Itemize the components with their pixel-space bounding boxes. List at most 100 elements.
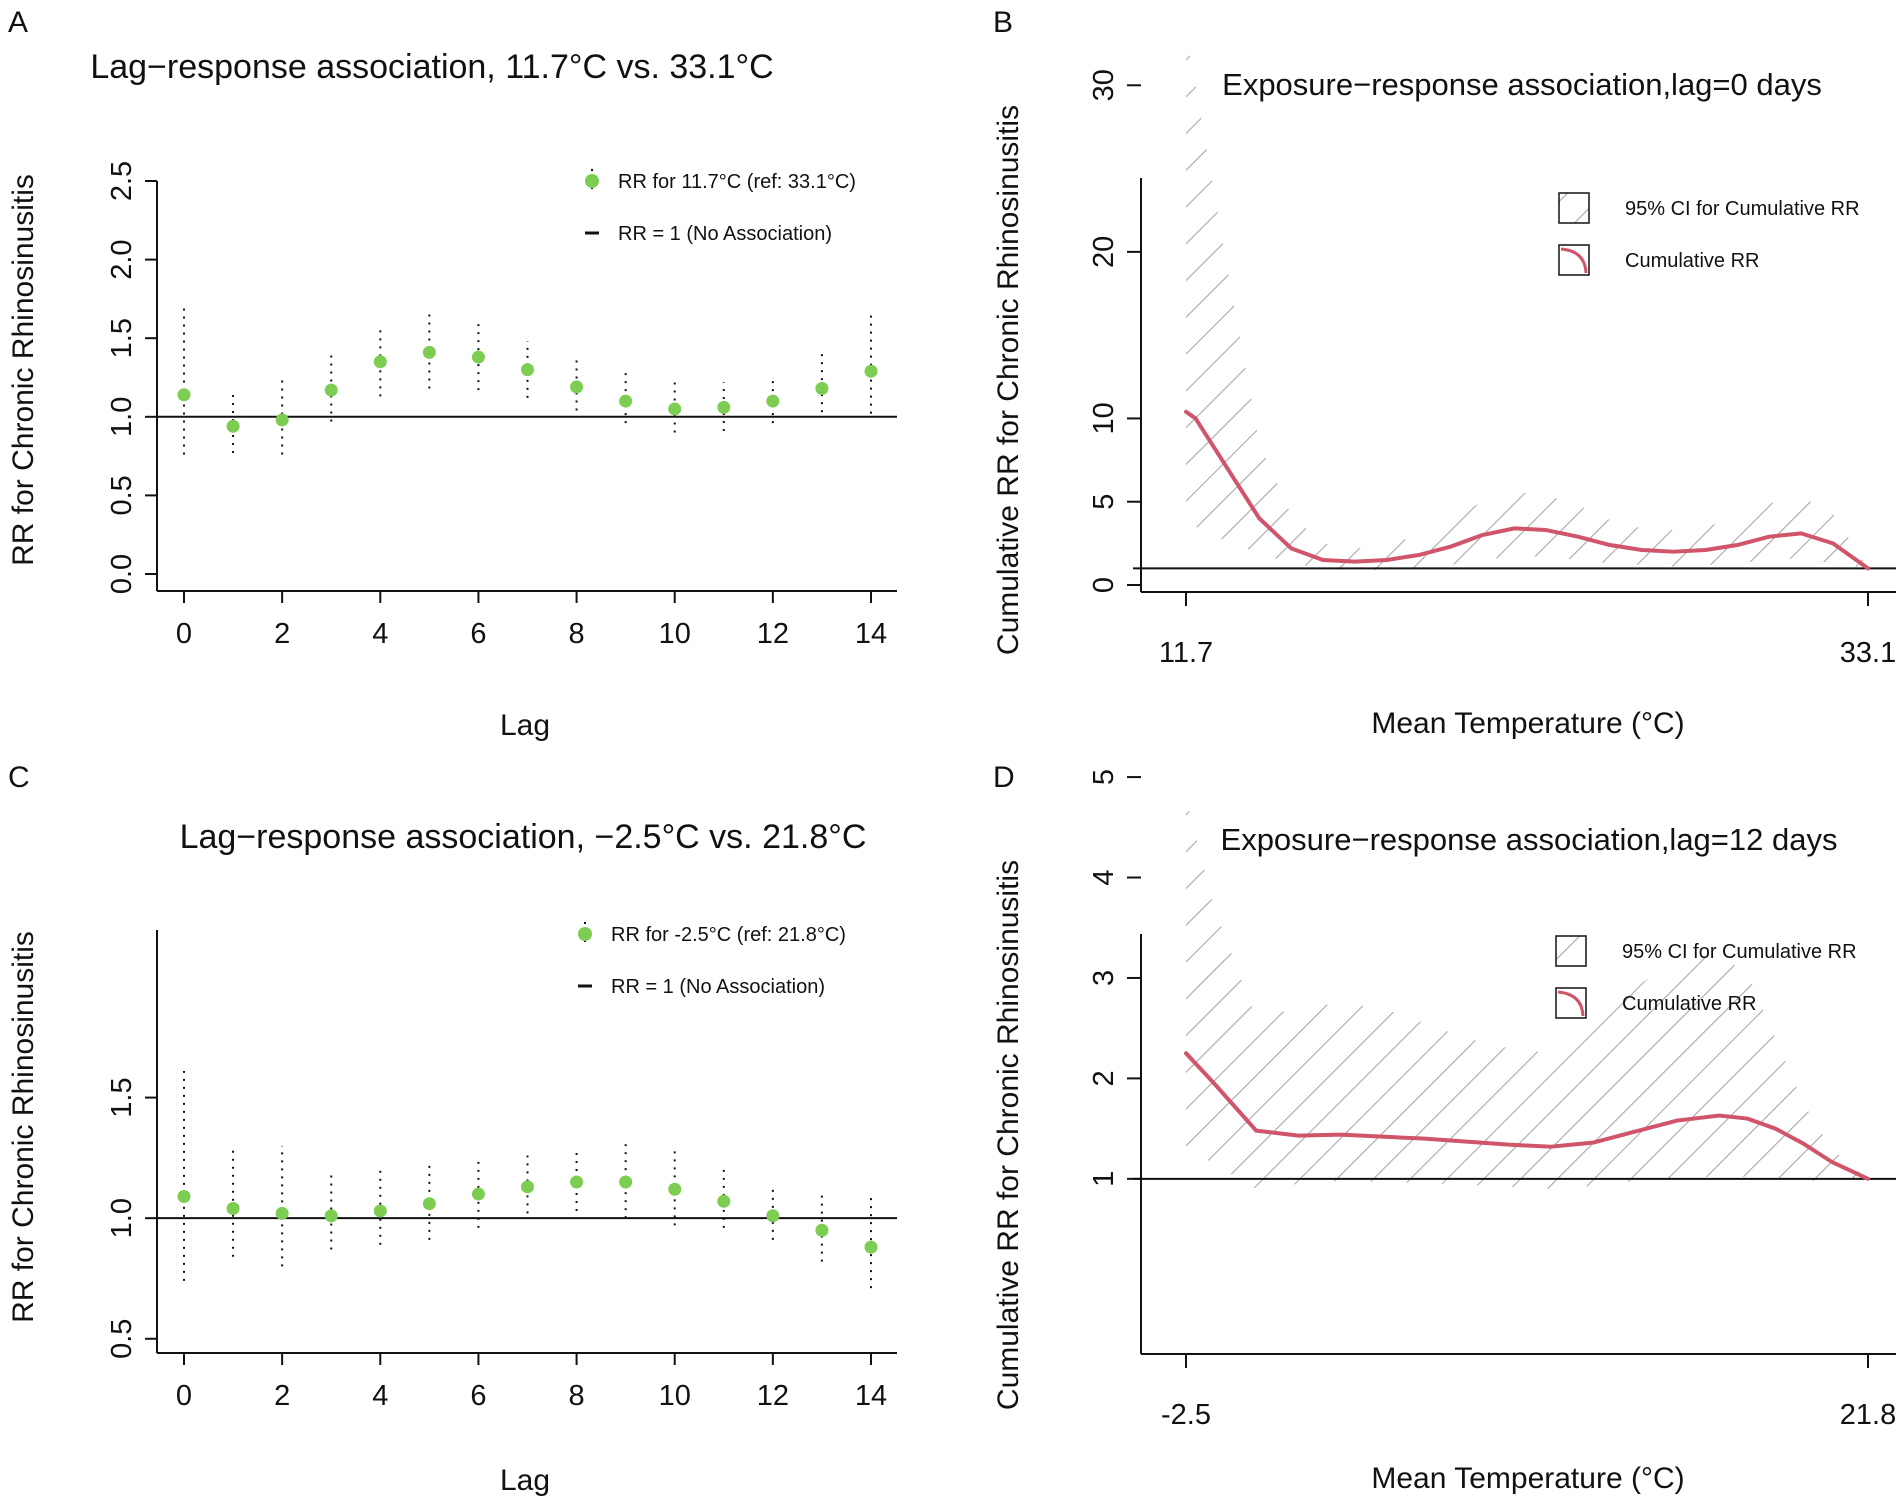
chart-b-svg: B Exposure−response association,lag=0 da… [992,6,1896,740]
chart-c-rr-point [177,1189,191,1203]
chart-b-y-tick-label: 0 [1088,577,1120,593]
chart-d-title: Exposure−response association,lag=12 day… [1221,822,1838,857]
chart-b-x-tick-label: 11.7 [1159,637,1213,669]
chart-c-title: Lag−response association, −2.5°C vs. 21.… [180,818,867,856]
chart-c-y-tick-label: 0.5 [106,1319,138,1359]
chart-b-ylabel: Cumulative RR for Chronic Rhinosinusitis [992,105,1025,655]
chart-c-rr-point [324,1209,338,1223]
chart-a-x-tick-label: 2 [274,618,290,650]
chart-c-x-tick-label: 8 [569,1380,585,1412]
chart-c-rr-point [226,1202,240,1216]
chart-a-x-tick-label: 6 [470,618,486,650]
chart-c-legend-label-ref: RR = 1 (No Association) [611,976,825,998]
chart-d-legend-rr-symbol [1557,990,1585,1017]
chart-a-y-tick-label: 1.5 [106,318,138,358]
chart-a-xlabel: Lag [500,709,550,742]
chart-b-title: Exposure−response association,lag=0 days [1222,67,1822,102]
chart-a-svg: A Lag−response association, 11.7°C vs. 3… [7,6,897,742]
chart-b-y-tick-label: 5 [1088,494,1120,510]
panel-label-c: C [8,761,30,794]
chart-a-y-tick-label: 0.0 [106,554,138,594]
chart-d-y-tick-label: 4 [1088,869,1120,885]
chart-c-svg: C Lag−response association, −2.5°C vs. 2… [7,761,897,1497]
chart-c-legend-point-symbol [578,927,592,941]
chart-d-legend-rr-box [1555,987,1587,1019]
chart-c-rr-point [471,1187,485,1201]
chart-c-rr-point [864,1240,878,1254]
chart-a-title: Lag−response association, 11.7°C vs. 33.… [90,48,773,86]
panel-label-b: B [993,6,1013,39]
chart-b-y-tick-label: 10 [1088,402,1120,434]
chart-a-x-tick-label: 4 [372,618,388,650]
chart-a-y-tick-label: 2.0 [106,239,138,279]
chart-b-legend-rr-box [1558,244,1590,276]
chart-c-x-tick-label: 0 [176,1380,192,1412]
chart-a-rr-point [619,394,633,408]
panel-a: A Lag−response association, 11.7°C vs. 3… [0,0,951,755]
chart-d-legend-label-ci: 95% CI for Cumulative RR [1622,941,1857,963]
chart-d-svg: D Exposure−response association,lag=12 d… [992,761,1896,1495]
chart-d-xlabel: Mean Temperature (°C) [1371,1462,1684,1495]
chart-a-rr-point [521,363,534,377]
chart-b-y-tick-label: 20 [1088,236,1120,268]
chart-b-y-tick-label: 30 [1088,69,1120,101]
chart-a-rr-point [422,345,436,359]
chart-c-xlabel: Lag [500,1464,550,1497]
chart-a-y-tick-label: 0.5 [106,475,138,515]
chart-c-x-tick-label: 2 [274,1380,290,1412]
chart-a-rr-point [275,413,289,427]
chart-d-ylabel: Cumulative RR for Chronic Rhinosinusitis [992,860,1025,1410]
chart-a-rr-point [177,388,191,402]
chart-a-x-tick-label: 14 [855,618,887,650]
chart-d-x-tick-label: 21.8 [1840,1399,1896,1431]
chart-d-y-tick-label: 2 [1088,1070,1120,1086]
chart-a-rr-point [373,355,387,369]
chart-a-x-tick-label: 0 [176,618,192,650]
chart-a-y-tick-label: 2.5 [106,161,138,201]
chart-c-x-tick-label: 10 [659,1380,691,1412]
chart-c-legend-label-rr: RR for -2.5°C (ref: 21.8°C) [611,924,846,946]
chart-c-rr-point [570,1175,584,1189]
chart-c-ylabel: RR for Chronic Rhinosinusitis [7,931,40,1323]
chart-d-y-tick-label: 5 [1088,769,1120,785]
chart-d-cumulative-rr-line [1184,1051,1870,1181]
chart-c-rr-point [275,1206,289,1220]
panel-d: D Exposure−response association,lag=12 d… [951,755,1902,1511]
chart-c-x-tick-label: 4 [372,1380,388,1412]
chart-a-rr-point [324,383,338,397]
chart-c-x-tick-label: 6 [470,1380,486,1412]
chart-c-rr-point [717,1194,731,1208]
chart-d-legend-ci-symbol [1555,935,1587,967]
chart-c-x-tick-label: 14 [855,1380,887,1412]
chart-a-rr-point [717,400,731,414]
chart-a-y-tick-label: 1.0 [106,397,138,437]
chart-d-y-tick-label: 3 [1088,970,1120,986]
panel-b: B Exposure−response association,lag=0 da… [951,0,1902,755]
chart-c-rr-point [373,1204,387,1218]
chart-b-legend-rr-symbol [1560,247,1588,274]
chart-b-xlabel: Mean Temperature (°C) [1371,707,1684,740]
panel-c: C Lag−response association, −2.5°C vs. 2… [0,755,951,1511]
chart-a-rr-point [815,382,829,396]
chart-b-legend-label-rr: Cumulative RR [1625,250,1759,272]
chart-c-rr-point [766,1209,780,1223]
chart-a-x-tick-label: 10 [659,618,691,650]
chart-c-x-tick-label: 12 [757,1380,789,1412]
panel-label-a: A [8,6,28,39]
chart-c-rr-point [422,1197,436,1211]
chart-a-rr-point [668,402,682,416]
chart-c-y-tick-label: 1.0 [106,1198,138,1238]
chart-a-plot: 0 2 4 6 8 10 12 14 0.0 0.5 1.0 1.5 2.0 2.5 RR for 11.7… [106,161,897,650]
chart-a-ylabel: RR for Chronic Rhinosinusitis [7,174,40,566]
panel-label-d: D [993,761,1015,794]
chart-b-legend-ci-symbol [1558,192,1590,224]
chart-c-rr-point [668,1182,682,1196]
chart-a-x-tick-label: 8 [569,618,585,650]
chart-d-y-tick-label: 1 [1088,1171,1120,1187]
chart-a-legend-label-rr: RR for 11.7°C (ref: 33.1°C) [618,171,856,193]
chart-a-legend-point-symbol [585,174,599,188]
chart-c-rr-point [521,1180,534,1194]
chart-d-legend-label-rr: Cumulative RR [1622,993,1756,1015]
chart-c-rr-point [619,1175,633,1189]
chart-b-legend-label-ci: 95% CI for Cumulative RR [1625,198,1860,220]
